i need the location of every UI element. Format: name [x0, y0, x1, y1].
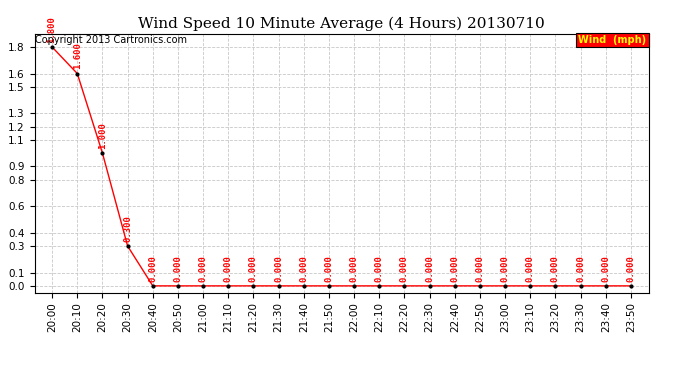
- Text: 0.000: 0.000: [324, 255, 333, 282]
- Text: 0.000: 0.000: [425, 255, 434, 282]
- Text: 0.000: 0.000: [274, 255, 283, 282]
- Text: 0.000: 0.000: [173, 255, 182, 282]
- Text: 0.000: 0.000: [601, 255, 611, 282]
- Text: Copyright 2013 Cartronics.com: Copyright 2013 Cartronics.com: [35, 35, 187, 45]
- Text: 0.300: 0.300: [123, 215, 132, 242]
- Text: 0.000: 0.000: [249, 255, 258, 282]
- Text: 0.000: 0.000: [375, 255, 384, 282]
- Text: 0.000: 0.000: [350, 255, 359, 282]
- Text: 0.000: 0.000: [451, 255, 460, 282]
- Text: 0.000: 0.000: [400, 255, 409, 282]
- Text: 0.000: 0.000: [199, 255, 208, 282]
- Text: 0.000: 0.000: [627, 255, 635, 282]
- Text: 0.000: 0.000: [475, 255, 484, 282]
- Text: 0.000: 0.000: [551, 255, 560, 282]
- Text: 1.600: 1.600: [72, 42, 82, 69]
- Text: 0.000: 0.000: [299, 255, 308, 282]
- Text: 0.000: 0.000: [526, 255, 535, 282]
- Text: Wind  (mph): Wind (mph): [578, 35, 646, 45]
- Text: 0.000: 0.000: [501, 255, 510, 282]
- Text: 0.000: 0.000: [148, 255, 157, 282]
- Text: 0.000: 0.000: [576, 255, 585, 282]
- Title: Wind Speed 10 Minute Average (4 Hours) 20130710: Wind Speed 10 Minute Average (4 Hours) 2…: [138, 17, 545, 31]
- Text: 0.000: 0.000: [224, 255, 233, 282]
- Text: 1.800: 1.800: [48, 16, 57, 43]
- Text: 1.000: 1.000: [98, 122, 107, 149]
